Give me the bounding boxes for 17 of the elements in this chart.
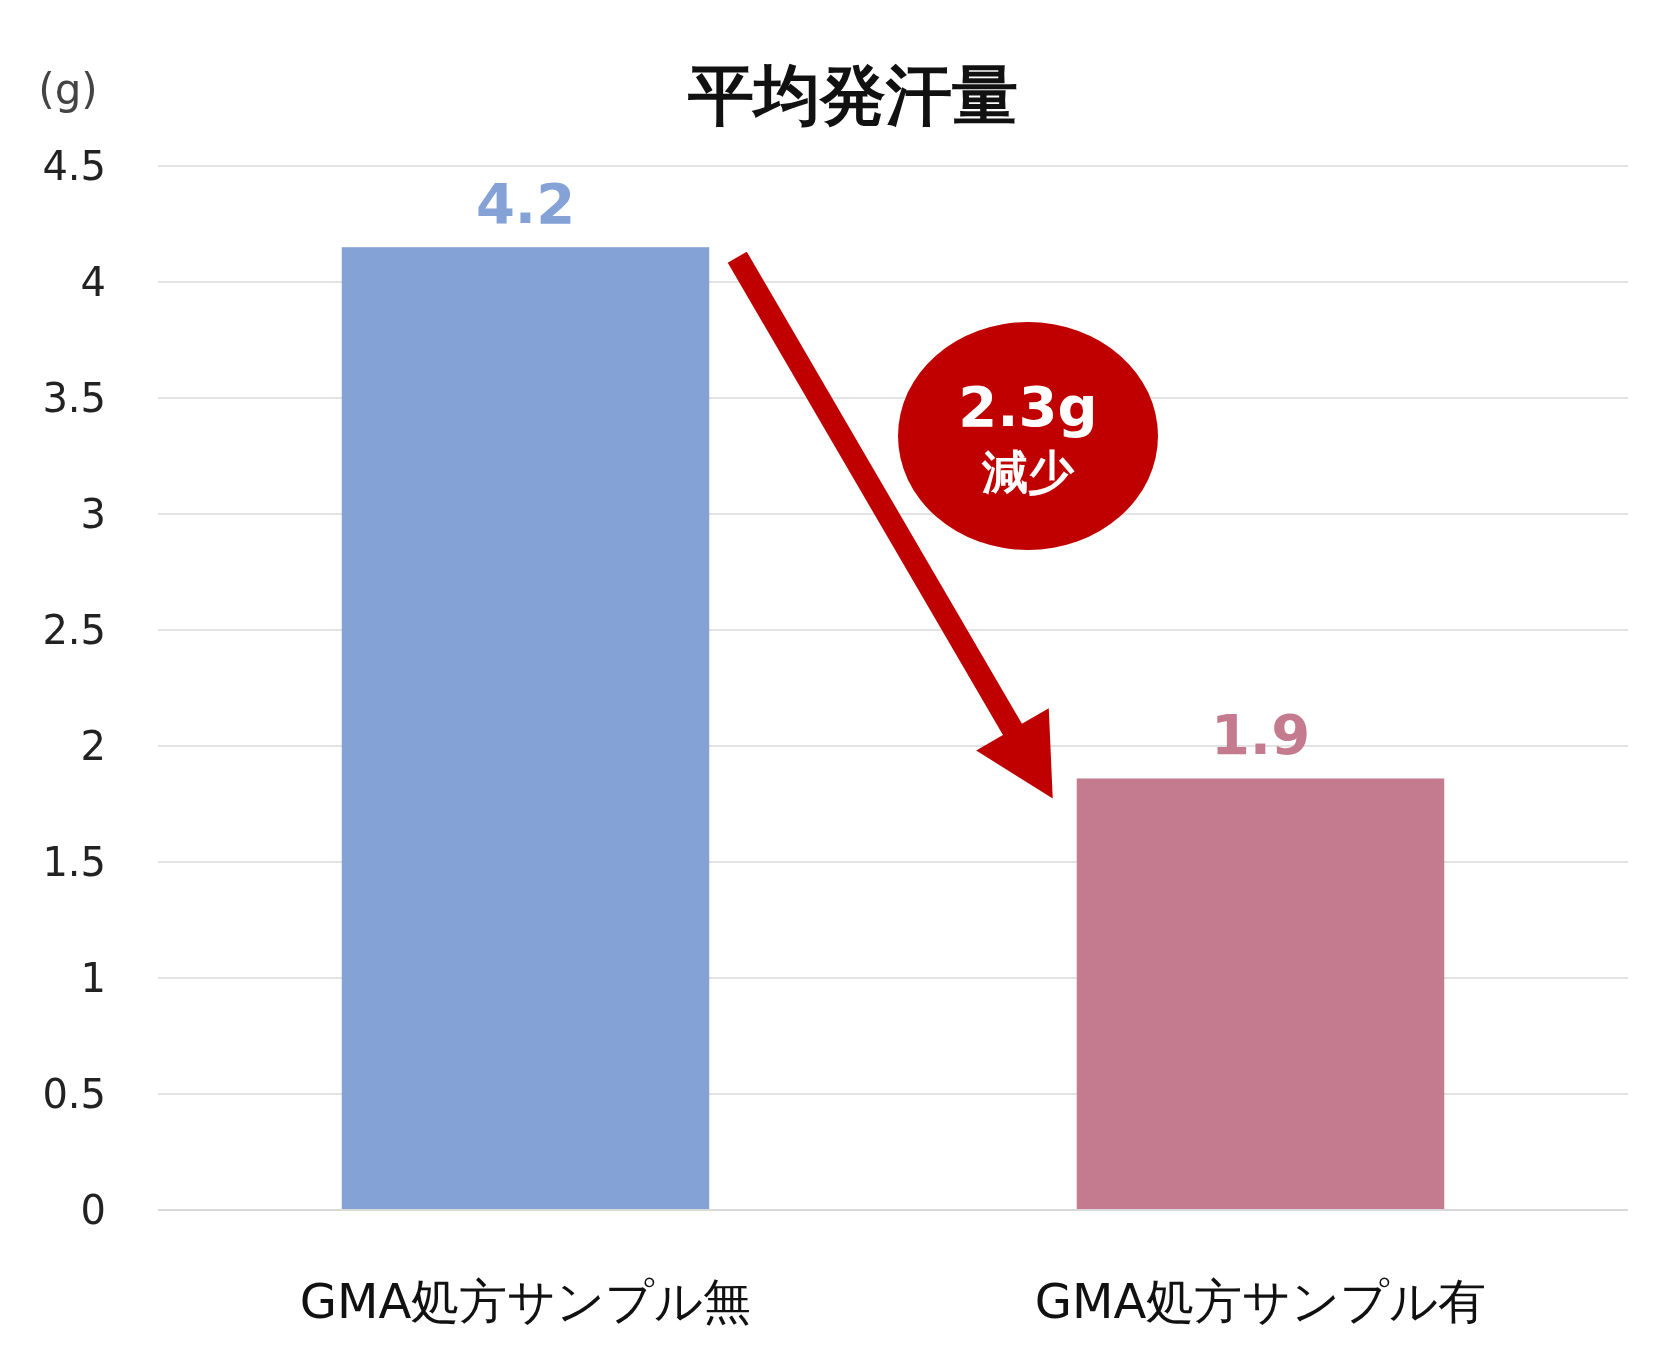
data-label: 4.2 bbox=[475, 171, 576, 237]
y-axis-title: (g) bbox=[38, 65, 98, 114]
y-tick-label: 0.5 bbox=[42, 1071, 106, 1117]
y-tick-label: 0 bbox=[80, 1187, 106, 1233]
y-tick-label: 2 bbox=[80, 723, 106, 769]
y-tick-label: 4 bbox=[80, 259, 106, 305]
chart-title: 平均発汗量 bbox=[687, 57, 1018, 134]
x-tick-label: GMA処方サンプル無 bbox=[299, 1273, 752, 1329]
data-label: 1.9 bbox=[1210, 702, 1311, 768]
y-tick-label: 1.5 bbox=[42, 839, 106, 885]
y-tick-label: 3 bbox=[80, 491, 106, 537]
y-tick-label: 1 bbox=[80, 955, 106, 1001]
x-tick-label: GMA処方サンプル有 bbox=[1034, 1273, 1487, 1329]
annotation: 2.3g 減少 bbox=[958, 374, 1098, 499]
y-tick-label: 2.5 bbox=[42, 607, 106, 653]
y-tick-label: 3.5 bbox=[42, 375, 106, 421]
y-tick-label: 4.5 bbox=[42, 143, 106, 189]
